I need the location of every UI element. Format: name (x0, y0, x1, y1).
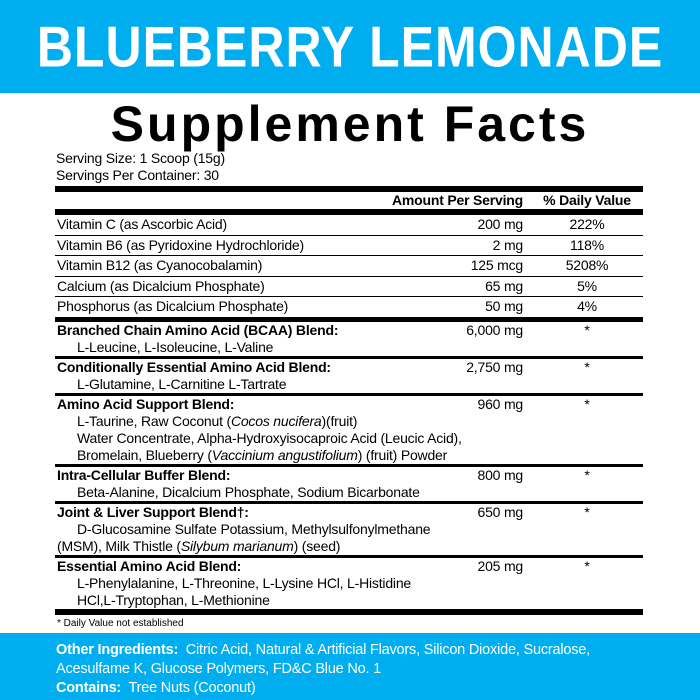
blend-ingredients: Bromelain, Blueberry (Vaccinium angustif… (77, 446, 448, 463)
blend-amount: 2,750 mg (466, 358, 523, 375)
divider (55, 255, 643, 256)
serving-info: Serving Size: 1 Scoop (15g) Servings Per… (56, 150, 225, 184)
blend-dv: * (584, 503, 590, 520)
nutrient-dv: 118% (570, 236, 604, 253)
blend-dv: * (584, 321, 590, 338)
divider (55, 463, 643, 467)
flavor-banner: BLUEBERRY LEMONADE (0, 0, 700, 93)
nutrient-amount: 2 mg (492, 236, 524, 253)
amount-header: Amount Per Serving (392, 192, 523, 208)
blend-dv: * (584, 466, 590, 483)
divider (55, 500, 643, 504)
nutrient-amount: 65 mg (485, 277, 523, 294)
flavor-title: BLUEBERRY LEMONADE (36, 14, 664, 79)
nutrient-amount: 125 mcg (470, 257, 523, 273)
other-ingredients-text: Citric Acid, Natural & Artificial Flavor… (185, 642, 590, 658)
blend-amount: 800 mg (477, 466, 524, 483)
divider (55, 275, 643, 277)
blend-ingredients: Beta-Alanine, Dicalcium Phosphate, Sodiu… (77, 483, 420, 500)
divider (55, 209, 643, 215)
contains-text: Tree Nuts (Coconut) (128, 680, 256, 696)
other-ingredients-text-2: Acesulfame K, Glucose Polymers, FD&C Blu… (56, 661, 382, 677)
nutrient-name: Vitamin B6 (as Pyridoxine Hydrochloride) (57, 236, 304, 253)
blend-row: Intra-Cellular Buffer Blend: 800 mg * Beta… (55, 467, 643, 501)
blend-row: Essential Amino Acid Blend: 205 mg * L-Phe… (55, 558, 643, 609)
blend-ingredients: L-Leucine, L-Isoleucine, L-Valine (77, 338, 274, 355)
blend-dv: * (584, 395, 590, 412)
blend-name: Joint & Liver Support Blend†: (57, 503, 249, 520)
blend-row: Branched Chain Amino Acid (BCAA) Blend: 6… (55, 322, 643, 356)
blend-row: Joint & Liver Support Blend†: 650 mg * D-G… (55, 504, 643, 555)
divider (55, 608, 643, 615)
divider (55, 316, 643, 322)
blend-ingredients: L-Taurine, Raw Coconut (Cocos nucifera)(… (77, 412, 358, 429)
ingredients-panel: Other Ingredients: Citric Acid, Natural … (0, 633, 700, 700)
nutrient-dv: 5% (577, 277, 597, 294)
blend-amount: 205 mg (477, 557, 524, 574)
divider (55, 186, 643, 192)
table-header: Amount Per Serving % Daily Value (55, 192, 643, 209)
blend-ingredients: L-Phenylalanine, L-Threonine, L-Lysine H… (77, 574, 411, 591)
blend-name: Essential Amino Acid Blend: (57, 557, 242, 574)
blend-ingredients: D-Glucosamine Sulfate Potassium, Methyls… (77, 520, 431, 537)
divider (55, 234, 643, 236)
table-row: Vitamin C (as Ascorbic Acid) 200 mg 222% (55, 215, 643, 235)
blend-dv: * (584, 358, 590, 375)
blend-amount: 960 mg (477, 395, 524, 412)
nutrient-amount: 200 mg (477, 216, 524, 232)
blend-ingredients: (MSM), Milk Thistle (Silybum marianum) (… (57, 537, 341, 554)
blend-name: Amino Acid Support Blend: (57, 395, 235, 412)
table-row: Calcium (as Dicalcium Phosphate) 65 mg 5% (55, 277, 643, 297)
table-row: Vitamin B12 (as Cyanocobalamin) 125 mcg 52… (55, 256, 643, 276)
blend-amount: 6,000 mg (466, 321, 523, 338)
divider (55, 392, 643, 396)
nutrient-dv: 222% (569, 216, 605, 232)
divider (55, 554, 643, 558)
dv-header: % Daily Value (543, 192, 631, 208)
table-row: Phosphorus (as Dicalcium Phosphate) 50 mg… (55, 297, 643, 317)
nutrient-dv: 5208% (565, 257, 609, 273)
blend-dv: * (584, 557, 590, 574)
serving-size: Serving Size: 1 Scoop (15g) (56, 150, 225, 166)
blend-name: Intra-Cellular Buffer Blend: (57, 466, 231, 483)
blend-ingredients: L-Glutamine, L-Carnitine L-Tartrate (77, 375, 287, 392)
blend-ingredients: HCl,L-Tryptophan, L-Methionine (77, 591, 270, 608)
nutrient-name: Vitamin C (as Ascorbic Acid) (57, 216, 227, 232)
facts-table: Amount Per Serving % Daily Value Vitamin … (55, 186, 643, 615)
nutrient-dv: 4% (577, 298, 597, 314)
page-title: Supplement Facts (110, 96, 590, 152)
blend-row: Conditionally Essential Amino Acid Blend… (55, 359, 643, 393)
blend-name: Conditionally Essential Amino Acid Blend… (57, 358, 331, 375)
divider (55, 355, 643, 359)
nutrient-name: Calcium (as Dicalcium Phosphate) (57, 277, 265, 294)
blend-amount: 650 mg (477, 503, 524, 520)
nutrient-name: Phosphorus (as Dicalcium Phosphate) (57, 298, 289, 314)
nutrient-name: Vitamin B12 (as Cyanocobalamin) (57, 257, 263, 273)
table-row: Vitamin B6 (as Pyridoxine Hydrochloride)… (55, 236, 643, 256)
nutrient-amount: 50 mg (485, 298, 523, 314)
blend-ingredients: Water Concentrate, Alpha-Hydroxyisocapro… (77, 429, 462, 446)
contains-label: Contains: (56, 680, 122, 696)
blend-name: Branched Chain Amino Acid (BCAA) Blend: (57, 321, 339, 338)
divider (55, 296, 643, 297)
other-ingredients-label: Other Ingredients: (56, 642, 179, 658)
servings-per-container: Servings Per Container: 30 (56, 167, 219, 183)
blend-row: Amino Acid Support Blend: 960 mg * L-Tauri… (55, 396, 643, 464)
footnote: * Daily Value not established (57, 618, 184, 629)
